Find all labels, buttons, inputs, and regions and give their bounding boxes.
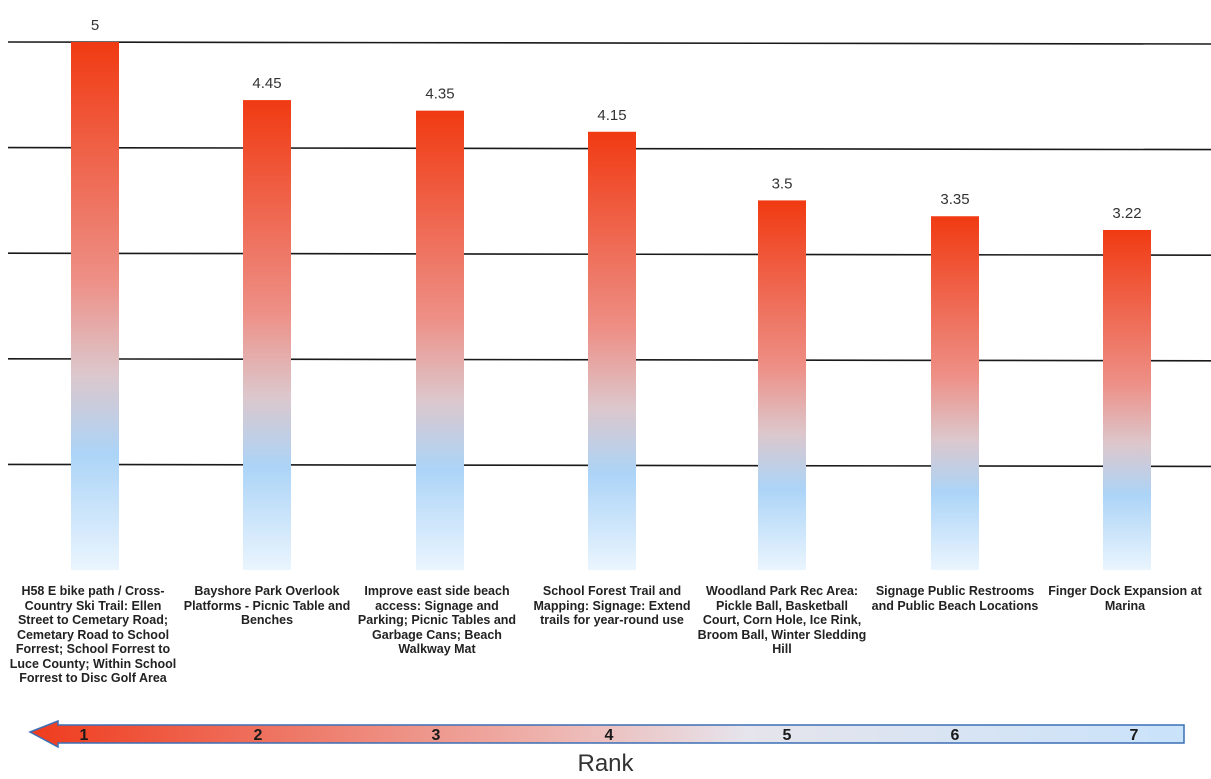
bar	[243, 100, 291, 570]
value-labels: 5 4.45 4.35 4.15 3.5 3.35 3.22	[91, 17, 1142, 222]
bars	[71, 42, 1151, 571]
rank-label: 1	[80, 727, 89, 744]
bar-value-label: 3.35	[940, 191, 969, 208]
x-axis-title: Rank	[577, 750, 634, 777]
rank-label: 2	[254, 727, 263, 744]
category-label: Woodland Park Rec Area: Pickle Ball, Bas…	[697, 584, 867, 656]
bar	[71, 42, 119, 570]
category-label: H58 E bike path / Cross-Country Ski Trai…	[9, 584, 177, 685]
bar-value-label: 4.45	[252, 75, 281, 92]
bar	[416, 110, 464, 570]
bar-value-label: 3.22	[1112, 205, 1141, 222]
rank-label: 5	[783, 727, 792, 744]
rank-label: 6	[951, 727, 960, 744]
category-label: Bayshore Park Overlook Platforms - Picni…	[183, 584, 351, 627]
rank-label: 3	[432, 727, 441, 744]
rank-arrow-shape	[28, 719, 1185, 749]
bar-value-label: 5	[91, 17, 99, 34]
bar	[931, 216, 979, 571]
rank-arrow	[28, 719, 1185, 749]
bar	[758, 200, 806, 570]
gridline	[7, 41, 1211, 45]
rank-label: 4	[605, 727, 614, 744]
bar-value-label: 4.35	[425, 86, 454, 103]
bar	[588, 131, 636, 570]
category-label: School Forest Trail and Mapping: Signage…	[533, 584, 691, 627]
bar-value-label: 3.5	[772, 175, 793, 192]
rank-labels: 1 2 3 4 5 6 7	[80, 727, 1139, 744]
bar-value-label: 4.15	[597, 107, 626, 124]
bar	[1103, 229, 1151, 570]
rank-label: 7	[1130, 727, 1139, 744]
category-label: Finger Dock Expansion at Marina	[1048, 584, 1202, 613]
category-label: Signage Public Restrooms and Public Beac…	[871, 584, 1039, 613]
category-label: Improve east side beach access: Signage …	[357, 584, 517, 656]
